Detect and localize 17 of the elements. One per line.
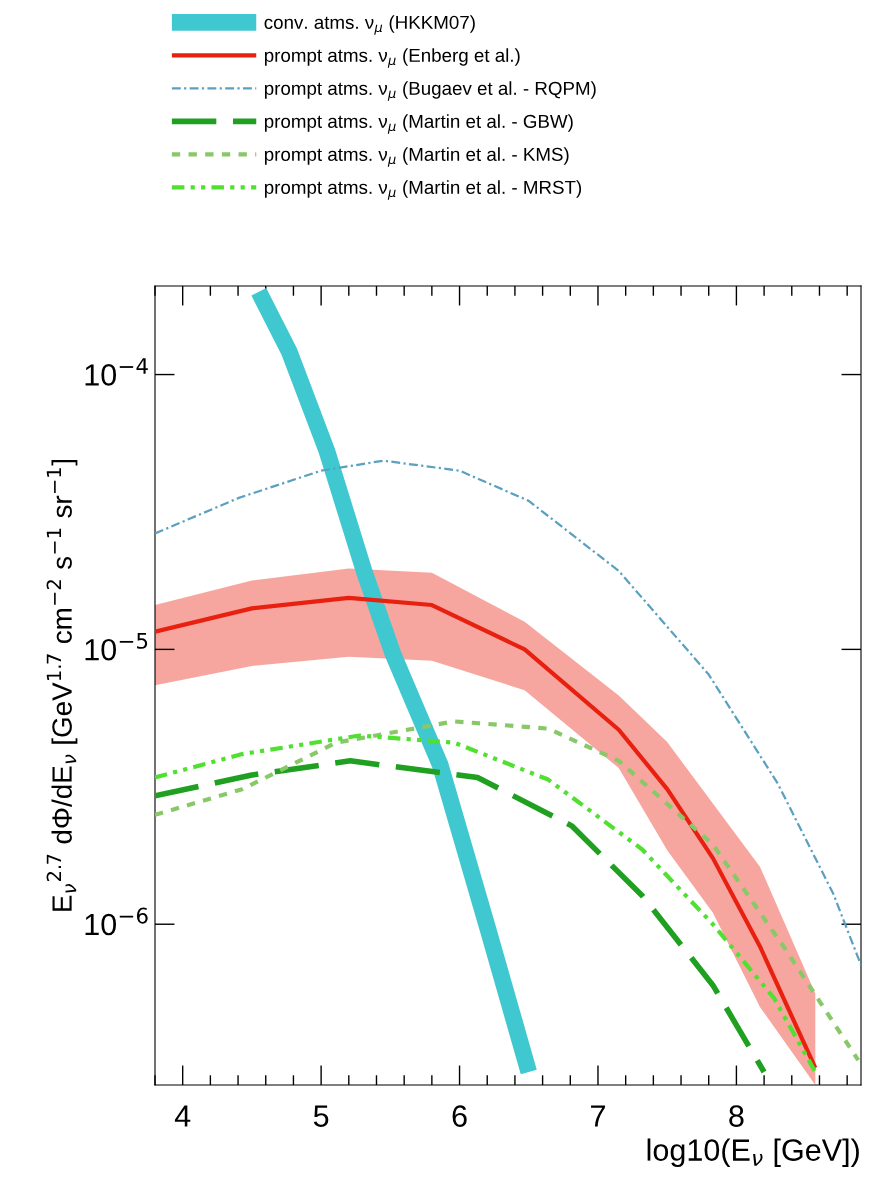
y-tick-label: 10$^{−5}$ [85, 632, 148, 661]
x-tick-label: 4 [174, 1105, 191, 1127]
x-axis-title: log10(E$_{ν}$ [GeV]) [647, 1138, 859, 1167]
x-tick-label: 6 [452, 1105, 467, 1127]
legend-label: prompt atms. ν$_{μ}$ (Martin et al. - KMS) [264, 147, 569, 167]
text: E$_{ν}$$^{2.7}$ dΦ/dE$_{ν}$ [GeV$^{1.7}$ cm$^{−2}$ s$^{−1}$ sr$^{−1}$] [46, 459, 78, 911]
legend-label: prompt atms. ν$_{μ}$ (Martin et al. - GBW) [264, 114, 573, 134]
x-tick-label: 8 [729, 1105, 744, 1127]
x-tick-label: 5 [313, 1105, 329, 1127]
x-tick-label: 7 [591, 1105, 605, 1127]
legend-label: conv. atms. ν$_{μ}$ (HKKM07) [264, 15, 475, 35]
line-series [155, 459, 861, 967]
legend-label: prompt atms. ν$_{μ}$ (Enberg et al.) [264, 48, 520, 68]
y-tick-label: 10$^{−6}$ [85, 907, 148, 936]
legend-label: prompt atms. ν$_{μ}$ (Bugaev et al. - RQPM) [264, 81, 596, 101]
legend-label: prompt atms. ν$_{μ}$ (Martin et al. - MRST) [264, 180, 582, 200]
y-tick-label: 10$^{−4}$ [85, 358, 148, 386]
